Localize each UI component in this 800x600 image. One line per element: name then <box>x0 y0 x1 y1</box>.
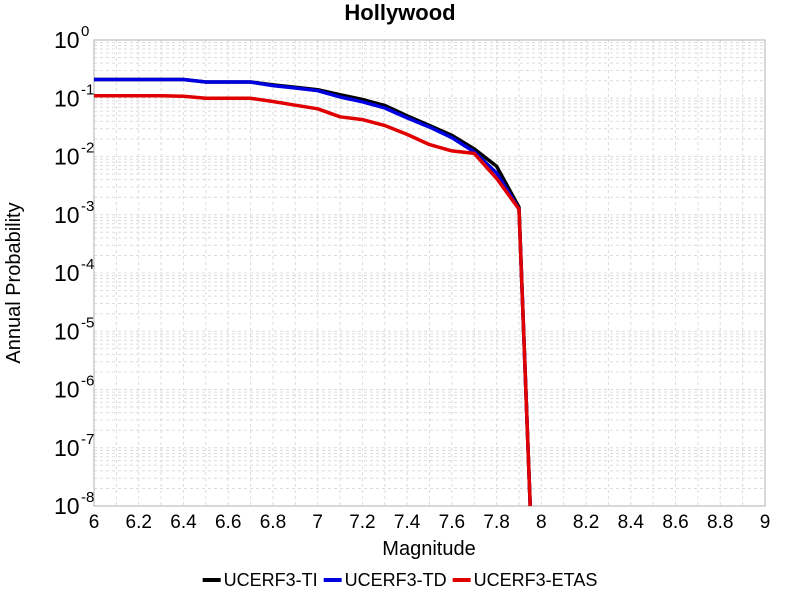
x-tick-label: 6.4 <box>170 512 197 533</box>
y-tick-exponent: -2 <box>81 140 94 157</box>
y-tick-exponent: 0 <box>81 23 89 40</box>
x-tick-label: 8.8 <box>707 512 733 533</box>
y-tick-label: 10 <box>54 493 80 519</box>
y-axis-label: Annual Probability <box>3 202 25 363</box>
y-tick-exponent: -7 <box>81 431 94 448</box>
y-tick-exponent: -4 <box>81 256 94 273</box>
y-tick-exponent: -8 <box>81 489 94 506</box>
x-tick-label: 7.8 <box>483 512 509 533</box>
x-tick-label: 6 <box>89 512 100 533</box>
x-tick-label: 6.8 <box>260 512 286 533</box>
y-tick-label: 10 <box>54 377 80 403</box>
series-layer <box>94 77 532 507</box>
y-tick-label: 10 <box>54 435 80 461</box>
series-line-ucerf3-etas <box>94 94 532 507</box>
legend-label-ucerf3-ti: UCERF3-TI <box>224 570 318 590</box>
y-tick-label: 10 <box>54 318 80 344</box>
x-tick-label: 7 <box>312 512 323 533</box>
chart-title: Hollywood <box>344 0 455 25</box>
y-tick-label: 10 <box>54 85 80 111</box>
x-tick-label: 8 <box>536 512 547 533</box>
legend-label-ucerf3-etas: UCERF3-ETAS <box>474 570 598 590</box>
x-tick-label: 6.2 <box>126 512 152 533</box>
legend: UCERF3-TI UCERF3-TD UCERF3-ETAS <box>202 570 598 590</box>
x-tick-labels: 6 6.2 6.4 6.6 6.8 7 7.2 7.4 7.6 7.8 8 8.2 8.4 8.6 8.8 9 <box>89 512 771 533</box>
x-tick-label: 6.6 <box>215 512 241 533</box>
y-tick-label: 10 <box>54 260 80 286</box>
grid-lines <box>93 40 766 507</box>
y-tick-label: 10 <box>54 144 80 170</box>
x-tick-label: 9 <box>760 512 771 533</box>
y-tick-exponent: -1 <box>81 81 94 98</box>
x-tick-label: 8.2 <box>573 512 599 533</box>
series-line-ucerf3-td <box>94 77 532 507</box>
y-tick-exponent: -6 <box>81 373 94 390</box>
y-tick-label: 10 <box>54 27 80 53</box>
x-tick-label: 8.4 <box>618 512 645 533</box>
x-tick-label: 8.6 <box>662 512 688 533</box>
x-axis-label: Magnitude <box>382 538 475 560</box>
y-tick-exponent: -5 <box>81 314 94 331</box>
y-tick-exponent: -3 <box>81 198 94 215</box>
y-tick-label: 10 <box>54 202 80 228</box>
plot-frame <box>93 39 766 507</box>
x-tick-label: 7.4 <box>394 512 421 533</box>
legend-label-ucerf3-td: UCERF3-TD <box>345 570 447 590</box>
x-tick-label: 7.6 <box>439 512 465 533</box>
x-tick-label: 7.2 <box>349 512 375 533</box>
